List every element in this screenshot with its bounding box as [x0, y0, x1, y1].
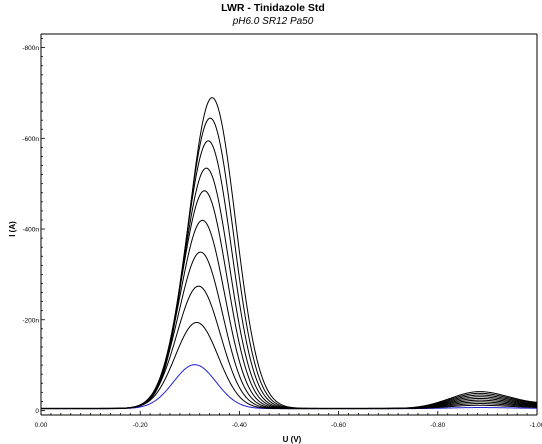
voltammogram-series-4 [41, 251, 538, 410]
voltammogram-series-6 [41, 190, 538, 409]
voltammogram-series-8 [41, 140, 538, 409]
voltammogram-series-7 [41, 167, 538, 409]
x-tick-label: 0.00 [35, 422, 48, 429]
voltammogram-series-10 [41, 97, 538, 409]
x-tick-label: -1.00 [530, 422, 542, 429]
y-tick-label: -600n [22, 136, 39, 143]
x-axis-label: U (V) [283, 435, 302, 444]
x-tick-label: -0.20 [133, 422, 148, 429]
curves-group [41, 97, 538, 410]
y-tick-label: 0 [35, 408, 39, 415]
chart-subtitle: pH6.0 SR12 Pa50 [232, 16, 314, 27]
voltammogram-series-9 [41, 117, 538, 409]
y-axis-label: I (A) [8, 221, 17, 237]
x-tick-label: -0.60 [331, 422, 346, 429]
y-tick-label: -800n [22, 45, 39, 52]
y-tick-label: -200n [22, 317, 39, 324]
y-tick-label: -400n [22, 227, 39, 234]
voltammogram-series-3 [41, 285, 538, 410]
voltammogram-series-5 [41, 219, 538, 410]
axes: 0 -200n -400n -600n -800n 0.00 -0.20 -0.40 -0.60… [22, 33, 542, 429]
x-tick-label: -0.40 [232, 422, 247, 429]
voltammogram-series-1 [41, 364, 538, 410]
chart-title: LWR - Tinidazole Std [221, 2, 325, 14]
x-tick-label: -0.80 [430, 422, 445, 429]
